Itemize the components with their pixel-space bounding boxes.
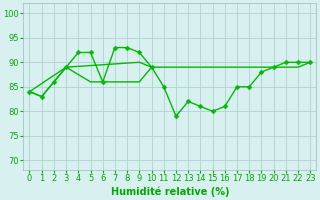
X-axis label: Humidité relative (%): Humidité relative (%): [111, 186, 229, 197]
